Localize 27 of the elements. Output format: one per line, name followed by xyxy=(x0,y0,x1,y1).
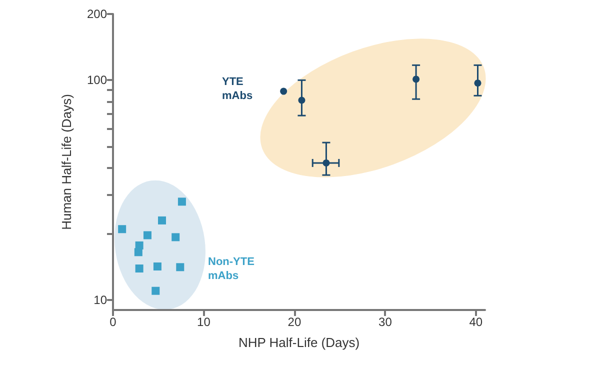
text: YTE mAbs xyxy=(222,76,253,102)
point xyxy=(135,264,144,273)
x-tick-label: 20 xyxy=(288,315,302,329)
point xyxy=(178,198,186,206)
point xyxy=(474,80,482,87)
y-tick-label: 200 xyxy=(86,7,108,21)
point xyxy=(176,263,184,272)
x-axis-title: NHP Half-Life (Days) xyxy=(238,335,360,350)
point xyxy=(118,225,126,234)
point xyxy=(153,262,162,270)
x-tick-label: 40 xyxy=(469,315,483,329)
y-axis-title: Human Half-Life (Days) xyxy=(59,94,74,230)
y-tick-label: 100 xyxy=(86,73,108,88)
point xyxy=(412,76,420,83)
point xyxy=(134,248,142,256)
point xyxy=(143,231,152,240)
point xyxy=(322,159,330,166)
point xyxy=(172,233,180,242)
text: Non-YTE mAbs xyxy=(208,256,254,282)
point xyxy=(280,88,288,95)
y-tick-label: 10 xyxy=(94,292,108,307)
point xyxy=(152,286,160,295)
point xyxy=(158,216,166,224)
x-tick-label: 10 xyxy=(197,315,211,329)
point xyxy=(298,96,306,104)
x-tick-label: 0 xyxy=(110,315,117,329)
x-tick-label: 30 xyxy=(378,315,392,329)
